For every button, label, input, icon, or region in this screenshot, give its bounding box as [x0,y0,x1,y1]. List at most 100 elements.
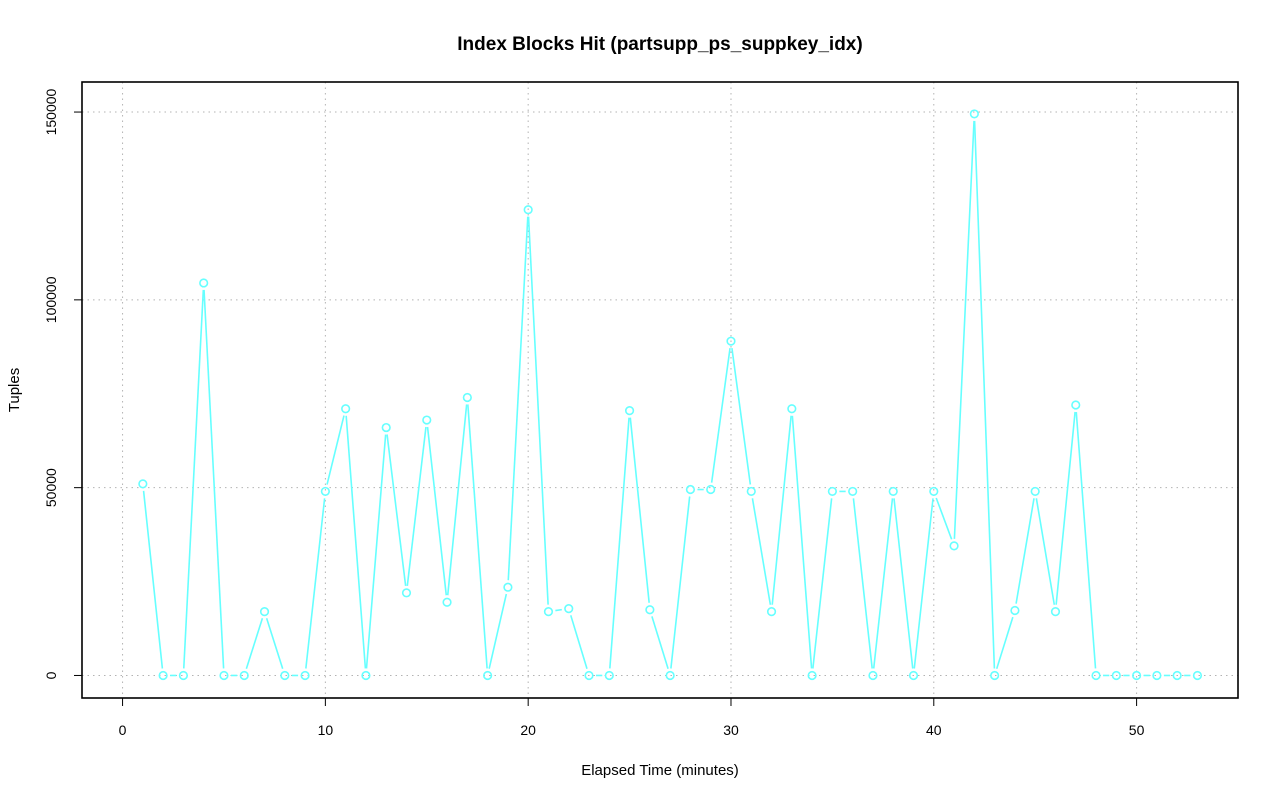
series-line-segment [426,426,448,596]
series-line-segment [365,434,387,669]
x-tick-label: 20 [520,722,536,738]
series-line-segment [953,120,975,539]
series-line-segment [245,618,264,670]
series-line-segment [670,496,691,669]
y-axis: 0 50000 100000 150000 [43,88,82,679]
series-line-segment [1075,411,1097,669]
series-line-segment [386,434,407,586]
series-line-segment [710,347,731,483]
data-point [1091,670,1101,681]
data-point [178,670,189,681]
data-point [320,486,330,497]
series-line-segment [751,498,772,605]
series-line-segment [893,498,914,669]
series-line-segment [142,490,164,669]
data-point [990,670,1000,681]
data-point [564,604,574,614]
series-line-segment [555,608,562,612]
data-point [401,588,412,598]
data-point [462,392,472,403]
data-point [361,670,371,681]
data-point [624,406,635,416]
data-point [766,607,777,617]
series-line-segment [265,618,284,670]
series-line-segment [995,616,1014,670]
data-point [523,205,533,215]
x-tick-label: 50 [1129,722,1145,738]
data-point [665,670,675,681]
plot-frame [81,81,1239,699]
data-point [908,670,919,681]
series-line-segment [913,498,934,669]
data-point [1030,486,1040,497]
data-point [381,422,391,433]
data-point [158,670,168,681]
data-point [1010,605,1020,616]
data-point [604,670,614,681]
chart-title: Index Blocks Hit (partsupp_ps_suppkey_id… [457,34,862,55]
data-point [280,670,290,681]
data-point [746,486,756,497]
data-point [807,670,817,681]
series-line-segment [629,417,650,603]
series-line-segment [203,289,225,669]
series-line-segment [182,289,205,669]
data-point [969,109,979,119]
data-point [1111,670,1121,681]
series-line-segment [771,415,792,605]
x-axis-label: Elapsed Time (minutes) [581,762,739,779]
data-point [1152,670,1162,681]
y-tick-label: 0 [43,671,59,679]
series-line-segment [812,498,833,669]
series-line-segment [1015,498,1035,604]
series-line-segment [973,120,996,669]
series-line-segment [326,415,345,485]
data-point [442,597,452,607]
series-line-segment [731,348,752,485]
data-point [259,607,270,617]
data-point [219,670,229,681]
data-point [543,607,554,617]
data-point [685,484,696,495]
series-line-segment [791,415,813,669]
series-line-segment [852,498,873,669]
data-point [1131,670,1142,681]
data-point [645,605,655,615]
data-point [949,541,959,551]
x-tick-label: 30 [723,722,739,738]
data-point [483,670,493,681]
y-tick-label: 100000 [43,276,59,323]
data-point [848,486,858,497]
series-line-segment [345,415,367,669]
x-tick-label: 0 [119,722,127,738]
data-point [239,670,249,681]
data-point [929,486,939,497]
y-tick-label: 150000 [43,88,59,135]
series-line-segment [570,615,588,669]
series-line-segment [467,404,488,669]
series-line-segment [446,404,468,596]
x-tick-label: 40 [926,722,942,738]
data-point [726,336,736,346]
series-line-segment [651,616,669,670]
data-point [503,582,513,592]
data-point [1071,400,1081,410]
series-line-segment [406,426,427,586]
y-tick-label: 50000 [43,468,59,507]
grid-lines [82,82,1238,698]
series-line-segment [872,498,894,669]
x-tick-label: 10 [318,722,334,738]
data-point [868,670,878,681]
series-layer [138,109,1203,681]
series-line-segment [935,497,953,540]
x-axis: 0 10 20 30 40 50 [119,698,1145,738]
data-point [300,670,310,681]
data-point [888,486,898,497]
data-point [1172,670,1182,681]
data-point [1050,607,1061,617]
series-line-segment [507,216,529,581]
data-point [827,486,837,497]
data-point [341,404,351,414]
series-line-segment [488,593,508,669]
